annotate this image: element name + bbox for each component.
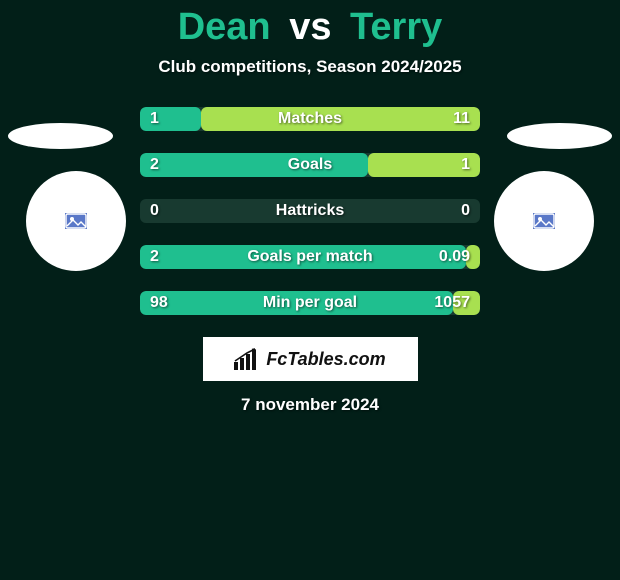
player-1-shadow — [8, 123, 113, 149]
player-2-avatar — [494, 171, 594, 271]
stat-value-left: 2 — [150, 245, 159, 269]
stat-value-right: 0.09 — [439, 245, 470, 269]
fctables-logo-text: FcTables.com — [266, 349, 385, 370]
stat-value-left: 0 — [150, 199, 159, 223]
stat-value-left: 1 — [150, 107, 159, 131]
stat-label: Matches — [278, 107, 342, 131]
title-vs: vs — [289, 6, 331, 48]
fctables-logo-icon — [234, 348, 260, 370]
comparison-content: 111Matches21Goals00Hattricks20.09Goals p… — [0, 107, 620, 415]
stat-label: Min per goal — [263, 291, 357, 315]
stat-label: Goals — [288, 153, 332, 177]
title-player-1: Dean — [178, 6, 271, 48]
player-2-shadow — [507, 123, 612, 149]
date-text: 7 november 2024 — [0, 395, 620, 415]
page-title: Dean vs Terry — [0, 0, 620, 57]
stat-value-left: 98 — [150, 291, 168, 315]
player-2-avatar-icon — [533, 213, 555, 229]
stat-label: Goals per match — [247, 245, 372, 269]
player-1-avatar-icon — [65, 213, 87, 229]
stat-value-right: 0 — [461, 199, 470, 223]
stat-value-left: 2 — [150, 153, 159, 177]
stat-value-right: 1057 — [434, 291, 470, 315]
source-logo: FcTables.com — [203, 337, 418, 381]
stat-value-right: 11 — [453, 107, 470, 131]
stat-bars: 111Matches21Goals00Hattricks20.09Goals p… — [140, 107, 480, 315]
player-1-avatar — [26, 171, 126, 271]
title-player-2: Terry — [350, 6, 442, 48]
stat-value-right: 1 — [461, 153, 470, 177]
stat-bar: 2 1 Goals — [140, 153, 480, 177]
stat-bar: 0 0 Hattricks — [140, 199, 480, 223]
stat-bar-fill-left — [140, 153, 368, 177]
stat-bar: 2 0.09 Goals per match — [140, 245, 480, 269]
stat-label: Hattricks — [276, 199, 344, 223]
subtitle: Club competitions, Season 2024/2025 — [0, 57, 620, 77]
stat-bar: 111Matches — [140, 107, 480, 131]
stat-bar: 98 1057 Min per goal — [140, 291, 480, 315]
